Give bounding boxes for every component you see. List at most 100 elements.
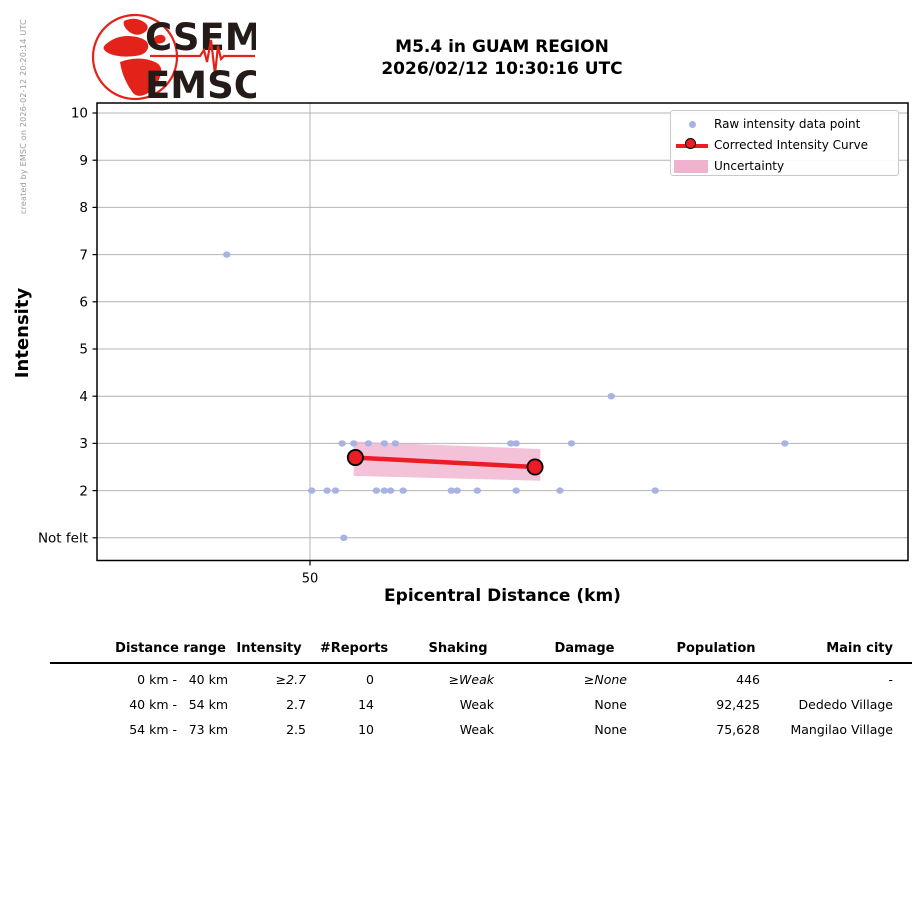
y-tick-label: 2 [79, 483, 88, 499]
raw-data-point [372, 487, 381, 494]
legend-label: Raw intensity data point [714, 117, 861, 131]
table-header-reports: #Reports [319, 641, 389, 656]
plot-border [96, 102, 909, 562]
raw-data-point [781, 440, 789, 447]
table-header-row: Distance range Intensity #Reports Shakin… [50, 640, 912, 660]
table-row: 54 km - 73 km 2.5 10 Weak None 75,628 Mangilao … [50, 717, 912, 742]
cell-distance-from: 40 km - [129, 697, 177, 712]
raw-data-point [380, 440, 389, 447]
raw-data-point [507, 440, 515, 447]
raw-point-marker-icon [689, 121, 696, 128]
y-tick-label: Not felt [38, 531, 88, 547]
raw-data-point [331, 487, 340, 494]
raw-data-point [308, 487, 316, 494]
curve-point-marker [526, 458, 544, 476]
table-header-main-city: Main city [826, 641, 893, 656]
y-tick-label: 9 [79, 153, 88, 169]
raw-data-point [453, 487, 461, 494]
y-tick-label: 8 [79, 200, 88, 216]
cell-damage: None [594, 697, 627, 712]
raw-data-point [399, 487, 407, 494]
raw-data-point [556, 487, 564, 494]
legend-item-uncertainty: Uncertainty [671, 156, 898, 177]
curve-point-marker [346, 449, 364, 467]
table-row: 0 km - 40 km ≥2.7 0 ≥Weak ≥None 446 - [50, 667, 912, 692]
chart-title-line1: M5.4 in GUAM REGION [395, 37, 609, 57]
table-header-intensity: Intensity [236, 641, 302, 656]
logo-emsc-text: EMSC [145, 64, 256, 104]
raw-data-point [338, 440, 346, 447]
cell-main-city: Mangilao Village [790, 722, 893, 737]
raw-data-point [340, 534, 348, 541]
raw-data-point [567, 440, 576, 447]
cell-intensity: 2.5 [286, 722, 306, 737]
raw-data-point [607, 393, 616, 400]
raw-data-point [386, 487, 395, 494]
raw-data-point [380, 487, 389, 494]
cell-distance-from: 54 km - [129, 722, 177, 737]
y-tick-label: 7 [79, 247, 88, 263]
logo-globe-icon [91, 13, 179, 101]
raw-data-point [364, 440, 373, 447]
chart-legend: Raw intensity data point Corrected Inten… [670, 110, 899, 176]
table-header-shaking: Shaking [428, 641, 488, 656]
table-header-distance-range: Distance range [115, 641, 226, 656]
cell-shaking: Weak [459, 697, 494, 712]
cell-intensity: ≥2.7 [275, 672, 306, 687]
cell-population: 75,628 [716, 722, 760, 737]
curve-circle-marker-icon [685, 138, 696, 149]
emsc-logo: CSEM EMSC [91, 13, 256, 104]
chart-title: M5.4 in GUAM REGION 2026/02/12 10:30:16 … [252, 36, 752, 80]
x-axis-label: Epicentral Distance (km) [384, 586, 621, 606]
cell-shaking: Weak [459, 722, 494, 737]
y-tick-label: 5 [79, 342, 88, 358]
raw-data-point [391, 440, 400, 447]
intensity-distance-chart: Not felt 2 3 4 5 6 7 8 9 10 50 [38, 102, 909, 587]
raw-data-point [223, 251, 231, 258]
cell-distance-to: 40 km [188, 672, 228, 687]
raw-data-point [447, 487, 456, 494]
raw-data-point [323, 487, 331, 494]
corrected-intensity-curve [355, 455, 536, 470]
y-tick-label: 3 [79, 436, 88, 452]
x-tick-label: 50 [302, 572, 319, 587]
y-axis-label: Intensity [12, 287, 33, 379]
cell-population: 92,425 [716, 697, 760, 712]
cell-distance-to: 54 km [188, 697, 228, 712]
y-tick-label: 6 [79, 295, 88, 311]
table-header-population: Population [676, 641, 756, 656]
chart-title-line2: 2026/02/12 10:30:16 UTC [381, 59, 623, 79]
cell-distance-from: 0 km - [137, 672, 177, 687]
cell-main-city: Dededo Village [798, 697, 893, 712]
raw-data-point [473, 487, 482, 494]
legend-item-raw-data: Raw intensity data point [671, 114, 898, 135]
logo-seismogram-icon [150, 39, 255, 75]
table-header-damage: Damage [554, 641, 615, 656]
y-tick-label: 4 [79, 389, 88, 405]
cell-reports: 14 [358, 697, 374, 712]
legend-item-corrected-curve: Corrected Intensity Curve [671, 135, 898, 156]
logo-csem-text: CSEM [145, 16, 256, 59]
cell-reports: 10 [358, 722, 374, 737]
legend-label: Corrected Intensity Curve [714, 138, 869, 152]
raw-data-point [651, 487, 659, 494]
cell-damage: None [594, 722, 627, 737]
distance-summary-table: Distance range Intensity #Reports Shakin… [50, 640, 912, 737]
cell-shaking: ≥Weak [448, 672, 494, 687]
cell-main-city: - [888, 672, 893, 687]
cell-population: 446 [736, 672, 760, 687]
cell-distance-to: 73 km [188, 722, 228, 737]
cell-intensity: 2.7 [286, 697, 306, 712]
cell-reports: 0 [366, 672, 374, 687]
cell-damage: ≥None [583, 672, 627, 687]
raw-data-point [512, 440, 520, 447]
uncertainty-band-marker-icon [674, 160, 708, 173]
table-row: 40 km - 54 km 2.7 14 Weak None 92,425 Dededo Vi… [50, 692, 912, 717]
raw-data-point [350, 440, 358, 447]
table-body: 0 km - 40 km ≥2.7 0 ≥Weak ≥None 446 - 40 km - 54 … [50, 667, 912, 742]
legend-label: Uncertainty [714, 159, 785, 173]
y-tick-label: 10 [71, 106, 88, 122]
table-header-rule [50, 662, 912, 664]
raw-data-point [512, 487, 520, 494]
